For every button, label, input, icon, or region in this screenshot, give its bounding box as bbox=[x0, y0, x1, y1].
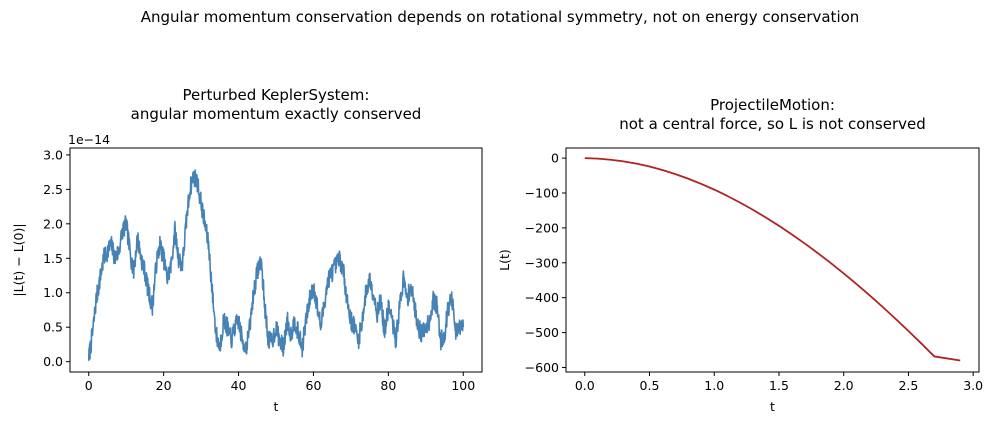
y-tick-label: −100 bbox=[525, 186, 559, 201]
y-tick-label: 3.0 bbox=[43, 147, 63, 162]
x-tick-label: 80 bbox=[380, 378, 396, 393]
panel-title-line: not a central force, so L is not conserv… bbox=[619, 115, 926, 133]
figure-suptitle: Angular momentum conservation depends on… bbox=[141, 8, 860, 26]
x-axis-label: t bbox=[274, 399, 279, 414]
series-line bbox=[87, 169, 465, 361]
x-tick-label: 20 bbox=[156, 378, 172, 393]
y-axis-label: L(t) bbox=[497, 249, 512, 271]
y-tick-label: 2.0 bbox=[43, 216, 63, 231]
y-tick-label: 0.5 bbox=[43, 320, 63, 335]
y-offset-text: 1e−14 bbox=[68, 132, 110, 147]
axes-frame bbox=[565, 147, 980, 373]
y-tick-label: 2.5 bbox=[43, 182, 63, 197]
x-tick-label: 0.0 bbox=[575, 378, 595, 393]
x-tick-label: 2.5 bbox=[898, 378, 918, 393]
x-tick-label: 0 bbox=[85, 378, 93, 393]
x-axis-label: t bbox=[770, 399, 775, 414]
x-tick-label: 1.5 bbox=[769, 378, 789, 393]
y-tick-label: 0 bbox=[551, 151, 559, 166]
projectile-panel: 0.0 0.5 1.0 1.5 2.0 2.5 3.0 0 −100 −200 −300 −400 −5… bbox=[497, 96, 983, 414]
x-tick-label: 40 bbox=[231, 378, 247, 393]
x-tick-label: 100 bbox=[451, 378, 475, 393]
y-tick-label: −400 bbox=[525, 290, 559, 305]
y-axis-label: |L(t) − L(0)| bbox=[11, 223, 26, 296]
y-tick-label: 0.0 bbox=[43, 354, 63, 369]
y-tick-label: −200 bbox=[525, 220, 559, 235]
kepler-panel: 0 20 40 60 80 100 0.0 0.5 1.0 1.5 2.0 2.5 3.0 t |L(t) … bbox=[11, 86, 483, 414]
x-tick-label: 0.5 bbox=[640, 378, 660, 393]
series-line bbox=[584, 157, 961, 362]
y-tick-label: 1.0 bbox=[43, 285, 63, 300]
panel-title-line: Perturbed KeplerSystem: bbox=[183, 86, 370, 104]
y-tick-label: −500 bbox=[525, 325, 559, 340]
x-tick-label: 60 bbox=[306, 378, 322, 393]
y-tick-label: 1.5 bbox=[43, 251, 63, 266]
panel-title-line: angular momentum exactly conserved bbox=[131, 105, 422, 123]
y-tick-label: −600 bbox=[525, 360, 559, 375]
x-tick-label: 3.0 bbox=[963, 378, 983, 393]
x-tick-label: 2.0 bbox=[834, 378, 854, 393]
y-tick-label: −300 bbox=[525, 255, 559, 270]
x-tick-label: 1.0 bbox=[704, 378, 724, 393]
axes-frame bbox=[69, 147, 483, 373]
panel-title-line: ProjectileMotion: bbox=[710, 96, 835, 114]
